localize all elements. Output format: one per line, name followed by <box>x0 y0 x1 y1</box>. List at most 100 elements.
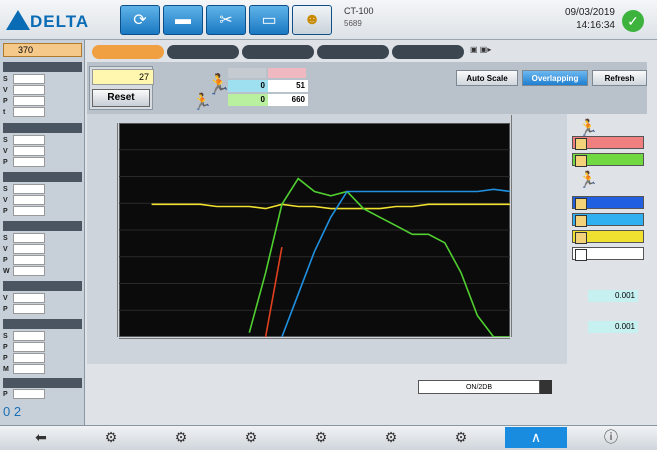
machine-icon: ▬ <box>175 11 191 28</box>
param-row: S <box>3 233 82 243</box>
info-button[interactable]: ⓘ <box>580 427 642 448</box>
param-row: W <box>3 266 82 276</box>
machine-icon: ⚙ <box>244 429 258 445</box>
device-button[interactable]: ▭ <box>249 5 289 35</box>
info-icon: ⓘ <box>604 429 618 445</box>
reset-button[interactable]: Reset <box>92 89 150 107</box>
machine-icon: ⚙ <box>454 429 468 445</box>
footer-counts: 0 2 <box>3 404 22 419</box>
counter-display: 370 <box>3 43 82 57</box>
mode-select[interactable]: ON/2DB <box>418 380 540 394</box>
dropdown-button[interactable] <box>540 380 552 394</box>
reading-4: 660 <box>268 94 308 106</box>
param-row: P <box>3 389 82 399</box>
machine-icon: ⚙ <box>314 429 328 445</box>
runner-icon-2: 🏃 <box>192 94 212 111</box>
param-row: V <box>3 244 82 254</box>
refresh-cycle-button[interactable]: ⟳ <box>120 5 160 35</box>
reading-2: 0 <box>228 94 268 106</box>
param-row: S <box>3 331 82 341</box>
x-axis <box>119 338 510 360</box>
tool-icon: ✂ <box>219 12 233 29</box>
section-header <box>3 221 82 231</box>
input-group: 27 Reset <box>89 66 154 110</box>
date-display: 09/03/2019 <box>564 7 615 18</box>
legend-item-blue[interactable] <box>572 196 644 210</box>
legend-runner-icon-2: 🏃 <box>578 172 598 189</box>
series-line-2 <box>281 188 510 337</box>
user-icon: ☻ <box>303 11 321 28</box>
readings-group: 0 51 0 660 <box>228 68 308 108</box>
tab[interactable] <box>317 45 389 59</box>
nav-button-3[interactable]: ⚙ <box>220 427 282 448</box>
section-header <box>3 281 82 291</box>
legend-item-yellow[interactable] <box>572 230 644 244</box>
param-row: S <box>3 184 82 194</box>
param-row: P <box>3 353 82 363</box>
section-header <box>3 62 82 72</box>
param-row: P <box>3 304 82 314</box>
reading-1: 0 <box>228 80 268 92</box>
series-line-0 <box>151 203 510 210</box>
tab-active[interactable] <box>92 45 164 59</box>
refresh-button[interactable]: Refresh <box>592 70 647 86</box>
series-line-1 <box>248 177 510 337</box>
tab[interactable] <box>167 45 239 59</box>
legend-item-time-mode[interactable] <box>572 247 644 261</box>
tool-button[interactable]: ✂ <box>206 5 246 35</box>
machine-icon: ⚙ <box>174 429 188 445</box>
value-b: 0.001 <box>588 321 638 333</box>
back-button[interactable]: ⬅ <box>10 427 72 448</box>
tab[interactable] <box>242 45 314 59</box>
waveform-icon: ∧ <box>530 429 542 445</box>
runner-icon: 🏃 <box>206 74 231 96</box>
delta-logo-icon <box>6 10 30 30</box>
section-header <box>3 319 82 329</box>
section-header <box>3 172 82 182</box>
nav-button-5[interactable]: ⚙ <box>360 427 422 448</box>
nav-button-2[interactable]: ⚙ <box>150 427 212 448</box>
param-row: t <box>3 107 82 117</box>
nav-button-6[interactable]: ⚙ <box>430 427 492 448</box>
cycle-icon: ⟳ <box>133 12 147 29</box>
user-button[interactable]: ☻ <box>292 5 332 35</box>
section-header <box>3 123 82 133</box>
value-input[interactable]: 27 <box>92 69 154 85</box>
nav-button-4[interactable]: ⚙ <box>290 427 352 448</box>
back-arrow-icon: ⬅ <box>35 429 47 445</box>
value-a: 0.001 <box>588 290 638 302</box>
overlapping-button[interactable]: Overlapping <box>522 70 588 86</box>
series-line-3 <box>264 246 283 337</box>
machine-button[interactable]: ▬ <box>163 5 203 35</box>
tab[interactable] <box>392 45 464 59</box>
y-axis-left <box>88 123 118 337</box>
counter-value: 370 <box>18 45 34 55</box>
legend-item-green[interactable] <box>572 153 644 167</box>
status-ok-icon: ✓ <box>622 10 644 32</box>
param-row: V <box>3 85 82 95</box>
chart-view-button[interactable]: ∧ <box>505 427 567 448</box>
legend-item-red[interactable] <box>572 136 644 150</box>
reading-3: 51 <box>268 80 308 92</box>
auto-scale-button[interactable]: Auto Scale <box>456 70 518 86</box>
param-row: P <box>3 206 82 216</box>
param-row: P <box>3 342 82 352</box>
legend-runner-icon: 🏃 <box>578 120 598 137</box>
param-row: S <box>3 135 82 145</box>
device-id: 5689 <box>344 19 362 28</box>
param-row: P <box>3 157 82 167</box>
param-row: V <box>3 146 82 156</box>
param-row: S <box>3 74 82 84</box>
legend-item-cyan[interactable] <box>572 213 644 227</box>
brand-logo: DELTA <box>30 12 90 31</box>
line-chart <box>119 149 510 337</box>
machine-icon: ⚙ <box>104 429 118 445</box>
section-header <box>3 378 82 388</box>
nav-button-1[interactable]: ⚙ <box>80 427 142 448</box>
param-row: P <box>3 255 82 265</box>
machine-icon: ⚙ <box>384 429 398 445</box>
param-row: V <box>3 195 82 205</box>
time-display: 14:16:34 <box>576 20 615 31</box>
device-icon: ▭ <box>261 12 277 29</box>
device-name: CT-100 <box>344 6 374 16</box>
